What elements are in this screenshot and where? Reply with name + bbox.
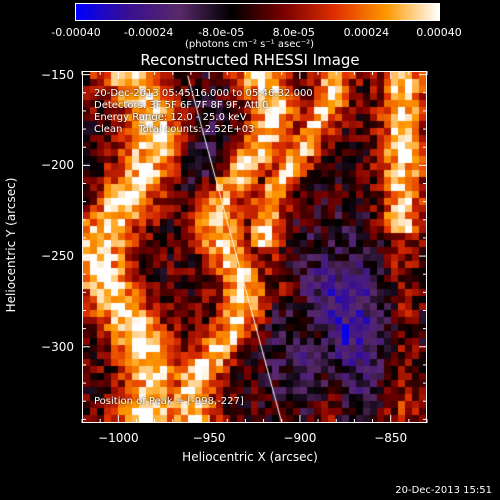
annotation-time: 20-Dec-2013 05:45:16.000 to 05:46:32.000 — [94, 88, 313, 99]
x-tick-label: −1000 — [98, 431, 139, 445]
x-axis-label: Heliocentric X (arcsec) — [182, 450, 318, 464]
annotation-energy: Energy Range: 12.0 - 25.0 keV — [94, 112, 247, 123]
colorbar-tick-label: -0.00024 — [123, 26, 174, 39]
colorbar-units: (photons cm⁻² s⁻¹ asec⁻²) — [185, 39, 315, 50]
annotation-peak: Position of Peak = [-998,-227] — [94, 396, 244, 407]
colorbar — [75, 3, 440, 21]
colorbar-tick-label: 0.00040 — [416, 26, 462, 39]
heatmap-plot — [82, 71, 427, 423]
y-axis-label: Heliocentric Y (arcsec) — [4, 177, 18, 313]
colorbar-tick-label: 8.0e-05 — [272, 26, 315, 39]
x-tick-label: −850 — [374, 431, 408, 445]
timestamp: 20-Dec-2013 15:51 — [395, 485, 492, 496]
colorbar-tick-label: 0.00024 — [343, 26, 390, 39]
x-tick-label: −900 — [283, 431, 317, 445]
annotation-clean: Clean Total counts: 2.52E+03 — [94, 124, 255, 135]
annotation-detectors: Detectors: 3F 5F 6F 7F 8F 9F, Att 0 — [94, 100, 269, 111]
x-tick-label: −950 — [192, 431, 226, 445]
y-tick-label: −200 — [41, 158, 74, 173]
colorbar-tick-label: -0.00040 — [51, 26, 101, 39]
chart-title: Reconstructed RHESSI Image — [140, 51, 360, 69]
heatmap-image — [83, 72, 426, 422]
y-tick-label: −150 — [41, 67, 74, 82]
colorbar-tick-label: -8.0e-05 — [198, 26, 245, 39]
y-tick-label: −300 — [41, 339, 74, 354]
